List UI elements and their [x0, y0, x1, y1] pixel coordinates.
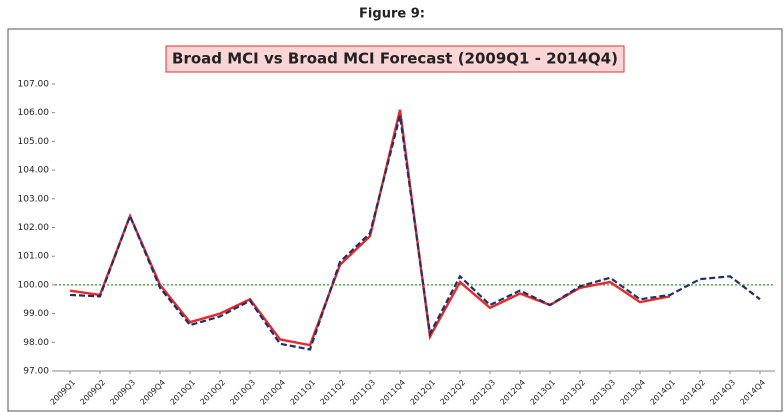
x-tick-label: 2013Q3	[588, 378, 617, 407]
x-tick-label: 2011Q1	[288, 378, 317, 407]
x-tick-label: 2012Q3	[468, 378, 497, 407]
x-tick-label: 2010Q4	[258, 378, 287, 407]
x-tick-label: 2009Q3	[108, 378, 137, 407]
x-tick-label: 2009Q1	[48, 378, 77, 407]
y-tick-label: 99.00	[23, 309, 49, 319]
x-tick-label: 2010Q1	[168, 378, 197, 407]
x-tick-label: 2011Q4	[378, 378, 407, 407]
x-tick-label: 2009Q4	[138, 378, 167, 407]
title-box	[165, 45, 625, 73]
y-tick-label: 97.00	[23, 367, 49, 377]
chart-frame	[7, 28, 783, 412]
y-tick-label: 103.00	[18, 194, 50, 204]
series-line	[69, 109, 671, 347]
y-tick-label: 104.00	[18, 166, 50, 176]
figure-caption: Figure 9:	[359, 7, 425, 22]
y-tick-label: 105.00	[18, 137, 50, 147]
x-tick-label: 2014Q2	[678, 378, 707, 407]
x-tick-label: 2013Q1	[528, 378, 557, 407]
x-tick-label: 2011Q3	[348, 378, 377, 407]
x-tick-label: 2012Q2	[438, 378, 467, 407]
x-tick-label: 2011Q2	[318, 378, 347, 407]
x-tick-label: 2013Q2	[558, 378, 587, 407]
y-tick-label: 100.00	[18, 280, 50, 290]
x-tick-label: 2013Q4	[618, 378, 647, 407]
y-tick-label: 98.00	[23, 338, 49, 348]
x-tick-label: 2012Q4	[498, 378, 527, 407]
x-tick-label: 2010Q3	[228, 378, 257, 407]
x-tick-label: 2010Q2	[198, 378, 227, 407]
y-tick-label: 106.00	[18, 108, 50, 118]
x-tick-label: 2014Q1	[648, 378, 677, 407]
x-tick-label: 2009Q2	[78, 378, 107, 407]
x-tick-label: 2012Q1	[408, 378, 437, 407]
x-tick-label: 2014Q4	[738, 378, 767, 407]
y-tick-label: 101.00	[18, 252, 50, 262]
series-line	[69, 115, 761, 351]
x-tick-label: 2014Q3	[708, 378, 737, 407]
y-tick-label: 107.00	[18, 80, 50, 90]
chart-title: Broad MCI vs Broad MCI Forecast (2009Q1 …	[172, 50, 618, 68]
y-tick-label: 102.00	[18, 223, 50, 233]
